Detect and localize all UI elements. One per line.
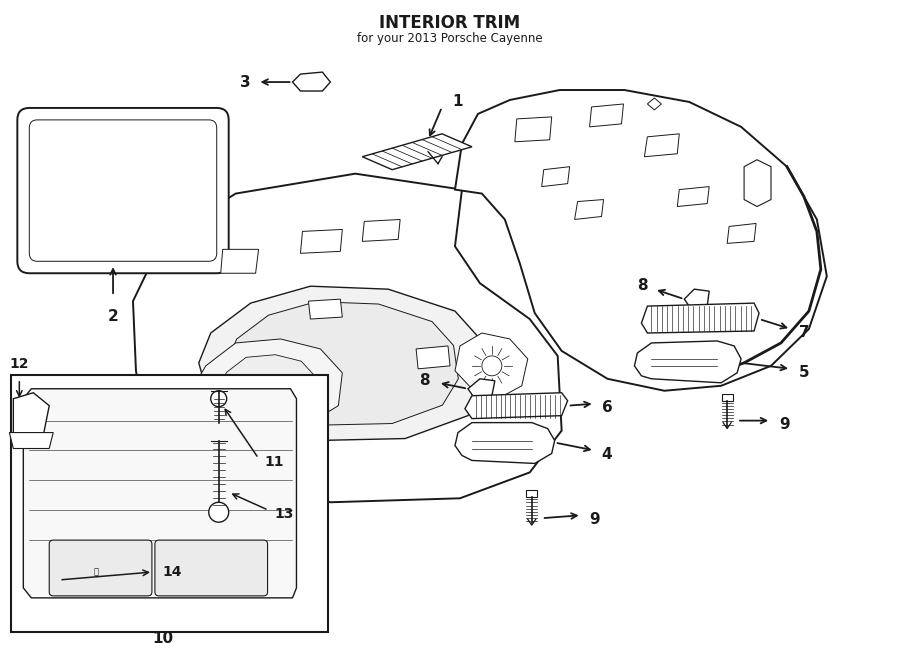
Polygon shape [744,160,771,206]
Text: 8: 8 [637,278,647,293]
Text: 8: 8 [419,373,430,388]
Text: 11: 11 [265,455,284,469]
Polygon shape [196,339,342,426]
Polygon shape [309,299,342,319]
Polygon shape [634,341,741,383]
Circle shape [209,502,229,522]
Bar [722,394,733,401]
Text: 3: 3 [240,75,250,89]
Polygon shape [363,134,472,170]
Text: 13: 13 [274,507,294,522]
Text: 9: 9 [590,512,600,527]
Polygon shape [301,229,342,253]
Polygon shape [678,186,709,206]
Text: 2: 2 [108,309,119,324]
Text: for your 2013 Porsche Cayenne: for your 2013 Porsche Cayenne [357,32,543,45]
Polygon shape [227,301,458,425]
Text: INTERIOR TRIM: INTERIOR TRIM [380,15,520,32]
Polygon shape [220,249,258,273]
Polygon shape [465,393,568,418]
Polygon shape [292,72,330,91]
Bar [526,490,537,497]
Polygon shape [684,289,709,309]
Polygon shape [590,104,624,127]
Text: 9: 9 [779,417,789,432]
Polygon shape [468,379,495,399]
Polygon shape [515,117,552,142]
Text: 12: 12 [10,357,29,371]
Polygon shape [14,393,50,440]
Polygon shape [199,286,488,440]
Circle shape [211,391,227,407]
Text: 7: 7 [799,325,809,340]
FancyBboxPatch shape [50,540,152,596]
Polygon shape [211,406,245,426]
FancyBboxPatch shape [155,540,267,596]
Polygon shape [455,90,827,391]
Polygon shape [647,98,662,110]
Text: ⓘ: ⓘ [94,568,99,576]
FancyBboxPatch shape [17,108,229,273]
Text: 4: 4 [601,447,612,462]
Text: 1: 1 [452,95,463,110]
Text: 5: 5 [799,366,809,380]
Polygon shape [455,422,554,463]
Polygon shape [220,355,316,411]
Polygon shape [727,223,756,243]
Polygon shape [542,167,570,186]
Polygon shape [574,200,604,219]
Text: 6: 6 [601,400,612,415]
FancyBboxPatch shape [30,120,217,261]
Polygon shape [416,346,450,369]
Text: 14: 14 [163,565,183,579]
Polygon shape [23,389,296,598]
Polygon shape [363,219,400,241]
Text: 10: 10 [152,631,174,646]
Bar [12,375,328,632]
Polygon shape [9,432,53,449]
Polygon shape [642,303,759,333]
Polygon shape [133,174,562,502]
Polygon shape [455,333,527,399]
Polygon shape [644,134,680,157]
